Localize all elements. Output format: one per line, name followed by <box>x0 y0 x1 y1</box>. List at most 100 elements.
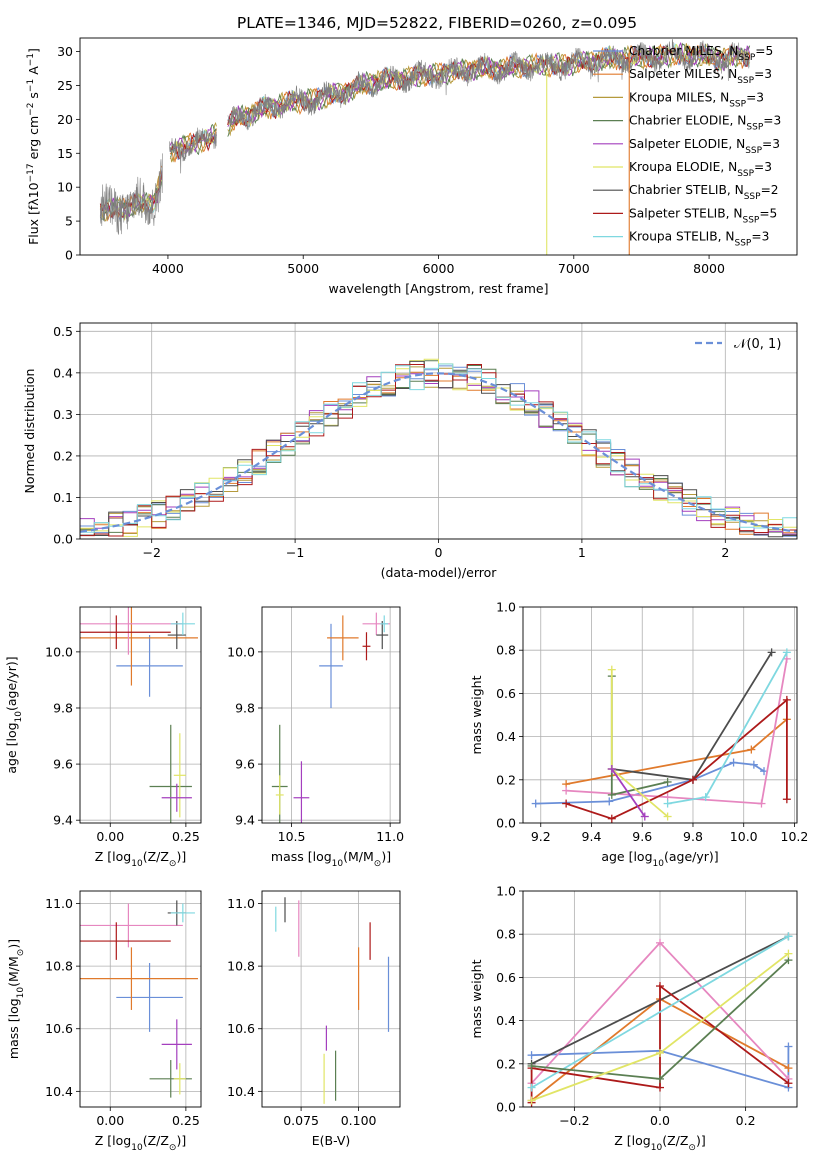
y-tick-label: 1.0 <box>496 600 516 615</box>
legend-entry: Salpeter MILES, NSSP=3 <box>629 67 772 86</box>
legend: Chabrier MILES, NSSP=5 Salpeter MILES, NS… <box>593 44 781 249</box>
model-line <box>227 43 751 137</box>
residuals-plot-area <box>80 323 797 539</box>
legend-entry: Kroupa STELIB, NSSP=3 <box>629 230 769 249</box>
y-tick-label: 0.4 <box>496 729 516 744</box>
y-tick-label: 10.4 <box>227 1084 255 1099</box>
x-tick-label: −0.2 <box>559 1113 589 1128</box>
axes-frame <box>79 606 202 824</box>
weight-age-axes: 9.2 9.4 9.6 9.8 10.0 10.2 0.0 0.2 0.4 0.6 0.8 1.0 ag… <box>469 600 808 870</box>
y-tick-label: 9.4 <box>53 813 73 828</box>
x-tick-label: 0.25 <box>172 829 200 844</box>
y-tick-label: 9.8 <box>53 700 73 715</box>
gaussian-curve <box>80 372 797 533</box>
x-tick-label: 7000 <box>558 261 590 276</box>
y-axis-label: Normed distribution <box>22 369 37 494</box>
y-tick-label: 0.6 <box>496 970 516 985</box>
axes-frame <box>522 606 798 824</box>
legend-entry: Salpeter STELIB, NSSP=5 <box>629 206 777 225</box>
y-tick-label: 10.6 <box>227 1021 255 1036</box>
x-tick-label: 2 <box>721 545 729 560</box>
x-axis-label: Z [log10(Z/Z⊙)] <box>95 849 186 869</box>
x-tick-label: −1 <box>286 545 304 560</box>
x-tick-label: 0 <box>435 545 443 560</box>
x-axis-label: Z [log10(Z/Z⊙)] <box>614 1133 705 1153</box>
histogram <box>80 363 797 539</box>
y-tick-label: 0.3 <box>53 407 73 422</box>
y-tick-label: 11.0 <box>45 896 73 911</box>
axes-frame <box>261 890 401 1108</box>
legend-entry: Kroupa MILES, NSSP=3 <box>629 90 764 109</box>
x-axis-label: Z [log10(Z/Z⊙)] <box>95 1133 186 1153</box>
x-axis-label: mass [log10(M/M⊙)] <box>271 849 391 869</box>
spectrum-plot-area <box>99 39 751 255</box>
y-tick-label: 0.1 <box>53 490 73 505</box>
legend-entry: Salpeter ELODIE, NSSP=3 <box>629 137 780 156</box>
y-tick-label: 25 <box>57 78 73 93</box>
y-tick-label: 10.8 <box>45 959 73 974</box>
mass-Z-axes: 0.00 0.25 10.4 10.6 10.8 11.0 Z [log10(Z/Z⊙)] m… <box>6 890 202 1153</box>
y-tick-label: 20 <box>57 112 73 127</box>
x-tick-label: 0.2 <box>736 1113 756 1128</box>
age-Z-plot-area <box>80 607 201 823</box>
x-tick-label: 0.100 <box>341 1113 377 1128</box>
model-line <box>227 43 751 131</box>
mass-ebv-plot-area <box>262 891 400 1107</box>
weight-age-plot-area <box>523 607 797 823</box>
x-axis-label: (data-model)/error <box>381 565 498 580</box>
weight-line <box>611 768 646 818</box>
y-tick-label: 0.8 <box>496 643 516 658</box>
y-tick-label: 0.2 <box>53 448 73 463</box>
y-tick-label: 9.6 <box>235 757 255 772</box>
y-axis-label: Flux [fλ10−17 erg cm−2 s−1 A−1] <box>26 48 41 245</box>
y-tick-label: 0.8 <box>496 927 516 942</box>
x-tick-label: 10.2 <box>781 829 809 844</box>
y-tick-label: 0.4 <box>496 1013 516 1028</box>
age-mass-axes: 10.5 11.0 9.4 9.6 9.8 10.0 mass [log10(M/M⊙)] <box>227 606 404 869</box>
spectrum-axes: 4000 5000 6000 7000 8000 0 5 10 15 20 25 30 waveleng… <box>26 37 798 296</box>
x-tick-label: 10.0 <box>730 829 758 844</box>
weight-Z-axes: −0.2 0.0 0.2 0.0 0.2 0.4 0.6 0.8 1.0 Z [log10(Z/Z… <box>469 884 798 1153</box>
y-tick-label: 0 <box>65 248 73 263</box>
x-tick-label: 6000 <box>423 261 455 276</box>
figure-title: PLATE=1346, MJD=52822, FIBERID=0260, z=0… <box>237 14 637 32</box>
age-mass-plot-area <box>262 607 400 823</box>
y-tick-label: 10.0 <box>227 644 255 659</box>
y-tick-label: 9.4 <box>235 813 255 828</box>
legend-entry: Chabrier STELIB, NSSP=2 <box>629 183 779 202</box>
age-Z-axes: 0.00 0.25 9.4 9.6 9.8 10.0 Z [log10(Z/Z⊙)] age … <box>4 606 202 869</box>
x-tick-label: 8000 <box>693 261 725 276</box>
x-tick-label: 9.2 <box>531 829 551 844</box>
axes-frame <box>522 890 798 1108</box>
y-tick-label: 0.6 <box>496 686 516 701</box>
axes-frame <box>79 322 798 540</box>
mass-Z-plot-area <box>80 891 201 1107</box>
y-tick-label: 30 <box>57 44 73 59</box>
legend-entry: Kroupa ELODIE, NSSP=3 <box>629 160 772 179</box>
y-tick-label: 0.2 <box>496 1056 516 1071</box>
x-tick-label: 10.5 <box>278 829 306 844</box>
x-tick-label: 0.25 <box>172 1113 200 1128</box>
residuals-axes: −2 −1 0 1 2 0.0 0.1 0.2 0.3 0.4 0.5 (data-model)/er… <box>22 322 798 580</box>
y-tick-label: 0.2 <box>496 772 516 787</box>
y-tick-label: 10.8 <box>227 959 255 974</box>
legend-entry: 𝒩(0, 1) <box>734 337 781 352</box>
legend-entry: Chabrier MILES, NSSP=5 <box>629 44 773 63</box>
x-tick-label: 9.6 <box>632 829 652 844</box>
y-axis-label: mass [log10(M/M⊙)] <box>6 939 26 1059</box>
x-tick-label: 0.00 <box>96 1113 124 1128</box>
y-tick-label: 5 <box>65 214 73 229</box>
y-tick-label: 11.0 <box>227 896 255 911</box>
spectrum-line <box>100 153 163 235</box>
x-tick-label: 9.4 <box>582 829 602 844</box>
spectrum-line <box>169 127 217 174</box>
y-tick-label: 9.8 <box>235 700 255 715</box>
weight-Z-plot-area <box>523 891 797 1107</box>
y-axis-label: mass weight <box>469 675 484 754</box>
y-tick-label: 0.0 <box>53 532 73 547</box>
x-tick-label: 5000 <box>287 261 319 276</box>
y-tick-label: 10.4 <box>45 1084 73 1099</box>
x-tick-label: 4000 <box>152 261 184 276</box>
y-tick-label: 10 <box>57 180 73 195</box>
